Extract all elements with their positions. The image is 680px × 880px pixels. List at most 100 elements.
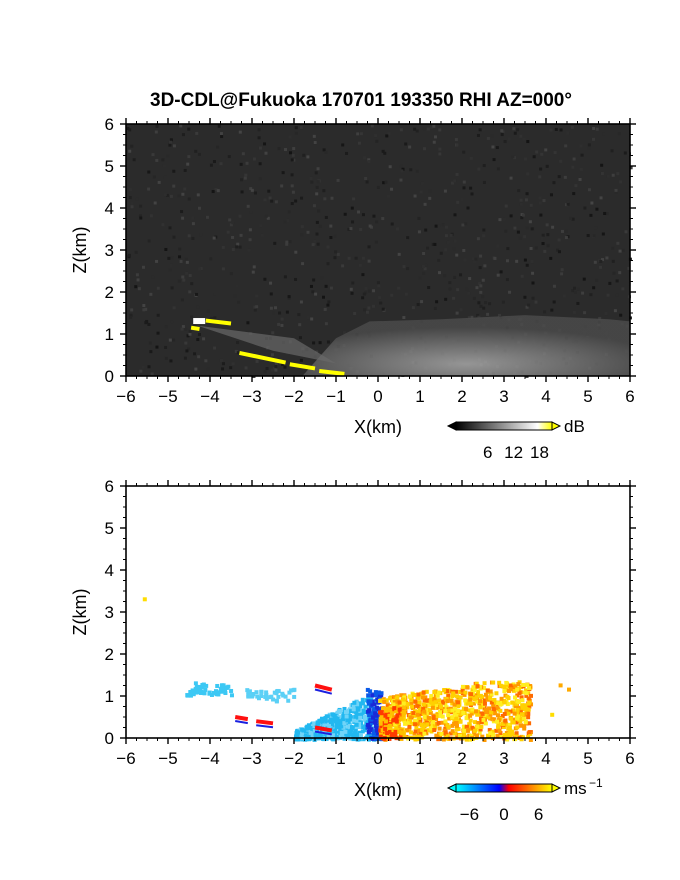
noise-pixel — [570, 125, 574, 129]
noise-pixel — [619, 180, 623, 184]
velocity-pixel — [475, 724, 480, 729]
noise-pixel — [592, 234, 596, 238]
velocity-pixel — [385, 731, 390, 736]
high-echo-streak — [190, 325, 200, 331]
velocity-pixel — [408, 715, 413, 720]
velocity-pixel — [201, 682, 206, 687]
colorbar-high-arrow — [551, 783, 562, 793]
velocity-pixel — [440, 706, 445, 711]
noise-pixel — [520, 274, 524, 278]
noise-pixel — [263, 198, 267, 202]
velocity-pixel — [474, 699, 479, 704]
velocity-pixel — [524, 688, 529, 693]
velocity-pixel — [369, 727, 374, 732]
noise-pixel — [318, 341, 322, 345]
noise-pixel — [161, 223, 165, 227]
velocity-pixel — [528, 684, 533, 689]
noise-pixel — [141, 265, 145, 269]
velocity-pixel — [271, 697, 276, 702]
noise-pixel — [172, 338, 176, 342]
noise-pixel — [462, 180, 466, 184]
velocity-pixel — [426, 715, 431, 720]
echo-tail — [197, 325, 336, 364]
noise-pixel — [300, 233, 304, 237]
velocity-pixel — [352, 709, 357, 714]
velocity-pixel — [335, 724, 340, 729]
noise-pixel — [164, 356, 168, 360]
velocity-pixel — [441, 737, 446, 742]
noise-pixel — [413, 194, 417, 198]
velocity-pixel — [342, 731, 347, 736]
velocity-pixel — [361, 708, 366, 713]
velocity-pixel — [316, 721, 321, 726]
velocity-pixel — [352, 731, 357, 736]
noise-pixel — [379, 301, 383, 305]
noise-pixel — [199, 233, 203, 237]
noise-pixel — [181, 133, 185, 137]
noise-pixel — [128, 149, 132, 153]
noise-pixel — [481, 278, 485, 282]
velocity-pixel — [412, 713, 417, 718]
y-tick-label: 2 — [105, 283, 114, 302]
noise-pixel — [472, 296, 476, 300]
noise-pixel — [314, 171, 318, 175]
velocity-pixel — [432, 690, 437, 695]
noise-pixel — [518, 236, 522, 240]
noise-pixel — [253, 191, 257, 195]
velocity-pixel — [428, 724, 433, 729]
noise-pixel — [525, 305, 529, 309]
velocity-pixel — [350, 725, 355, 730]
noise-pixel — [378, 296, 382, 300]
velocity-pixel — [511, 688, 516, 693]
noise-pixel — [520, 216, 524, 220]
noise-pixel — [179, 124, 183, 128]
noise-pixel — [557, 238, 561, 242]
noise-pixel — [266, 216, 270, 220]
noise-pixel — [432, 124, 436, 128]
velocity-pixel — [330, 723, 335, 728]
noise-pixel — [187, 234, 191, 238]
velocity-pixel — [452, 731, 457, 736]
velocity-pixel — [445, 689, 450, 694]
noise-pixel — [359, 227, 363, 231]
noise-pixel — [492, 158, 496, 162]
y-tick-label: 5 — [105, 519, 114, 538]
velocity-pixel — [511, 708, 516, 713]
velocity-pixel — [334, 735, 339, 740]
velocity-pixel — [458, 733, 463, 738]
velocity-pixel — [490, 729, 495, 734]
noise-pixel — [248, 228, 252, 232]
noise-pixel — [484, 301, 488, 305]
noise-pixel — [326, 303, 330, 307]
velocity-pixel — [376, 690, 381, 695]
chart-title: 3D-CDL@Fukuoka 170701 193350 RHI AZ=000° — [150, 90, 572, 111]
velocity-pixel — [526, 696, 531, 701]
velocity-pixel — [454, 713, 459, 718]
velocity-pixel — [374, 691, 379, 696]
velocity-pixel — [201, 690, 206, 695]
noise-pixel — [283, 220, 287, 224]
velocity-pixel — [374, 723, 379, 728]
velocity-pixel — [475, 684, 480, 689]
noise-pixel — [618, 249, 622, 253]
noise-pixel — [580, 153, 584, 157]
velocity-pixel — [347, 722, 352, 727]
velocity-pixel — [370, 699, 375, 704]
noise-pixel — [562, 294, 566, 298]
noise-pixel — [574, 184, 578, 188]
noise-pixel — [437, 224, 441, 228]
noise-pixel — [583, 206, 587, 210]
noise-pixel — [515, 259, 519, 263]
noise-pixel — [324, 150, 328, 154]
velocity-pixel — [368, 722, 373, 727]
noise-pixel — [147, 322, 151, 326]
velocity-pixel — [459, 712, 464, 717]
noise-pixel — [605, 212, 609, 216]
velocity-pixel — [519, 695, 524, 700]
noise-pixel — [191, 222, 195, 226]
velocity-pixel — [477, 730, 482, 735]
velocity-pixel — [472, 731, 477, 736]
noise-pixel — [586, 234, 590, 238]
noise-pixel — [128, 188, 132, 192]
